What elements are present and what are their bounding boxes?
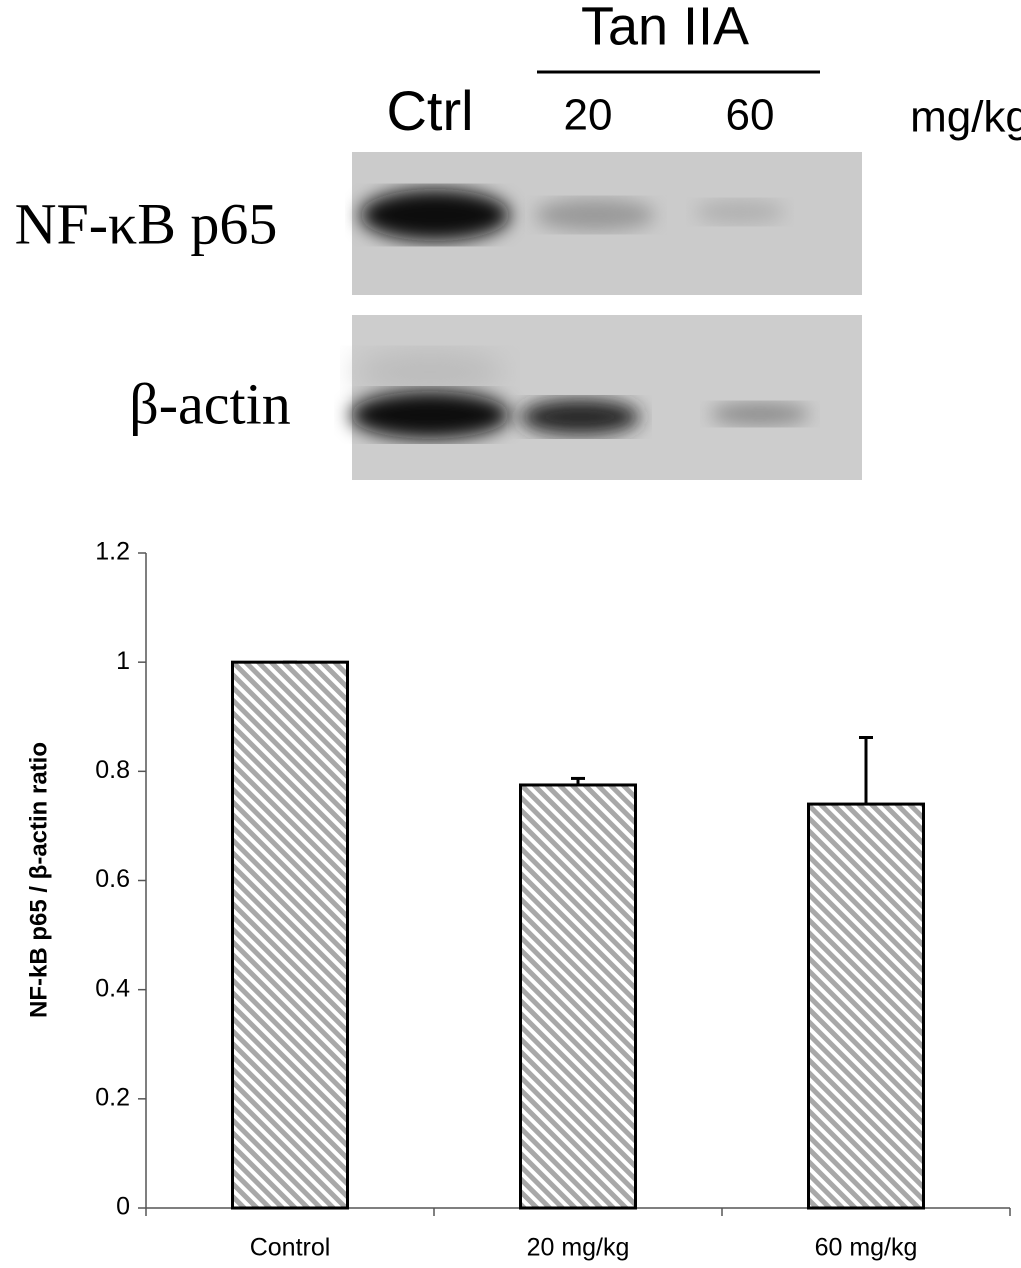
x-tick-label: Control (250, 1234, 331, 1262)
x-tick-label: 60 mg/kg (815, 1234, 918, 1262)
y-tick-label: 0.8 (95, 756, 130, 784)
y-tick-label: 0 (116, 1193, 130, 1221)
bar (231, 660, 349, 1210)
lane-label: 20 (564, 91, 613, 140)
y-tick-label: 0.6 (95, 865, 130, 893)
y-tick-label: 0.2 (95, 1083, 130, 1111)
y-tick-label: 1 (116, 647, 130, 675)
lane-label: Ctrl (386, 79, 473, 142)
bar (519, 783, 637, 1210)
x-tick-label: 20 mg/kg (527, 1234, 630, 1262)
blot-image (350, 152, 862, 480)
group-label: Tan IIA (581, 0, 749, 56)
bar (807, 802, 925, 1210)
plot: 0 0.2 0.4 0.6 0.8 1 1.2 Control 20 mg/kg 60 mg/kg (95, 538, 1011, 1262)
lane-label: 60 (726, 91, 775, 140)
unit-label: mg/kg (910, 93, 1021, 142)
row-label: NF-κB p65 (15, 191, 278, 256)
y-tick-label: 0.4 (95, 974, 130, 1002)
y-tick-label: 1.2 (95, 538, 130, 566)
row-label: β-actin (129, 371, 291, 436)
y-axis-label: NF-kB p65 / β-actin ratio (25, 742, 52, 1018)
